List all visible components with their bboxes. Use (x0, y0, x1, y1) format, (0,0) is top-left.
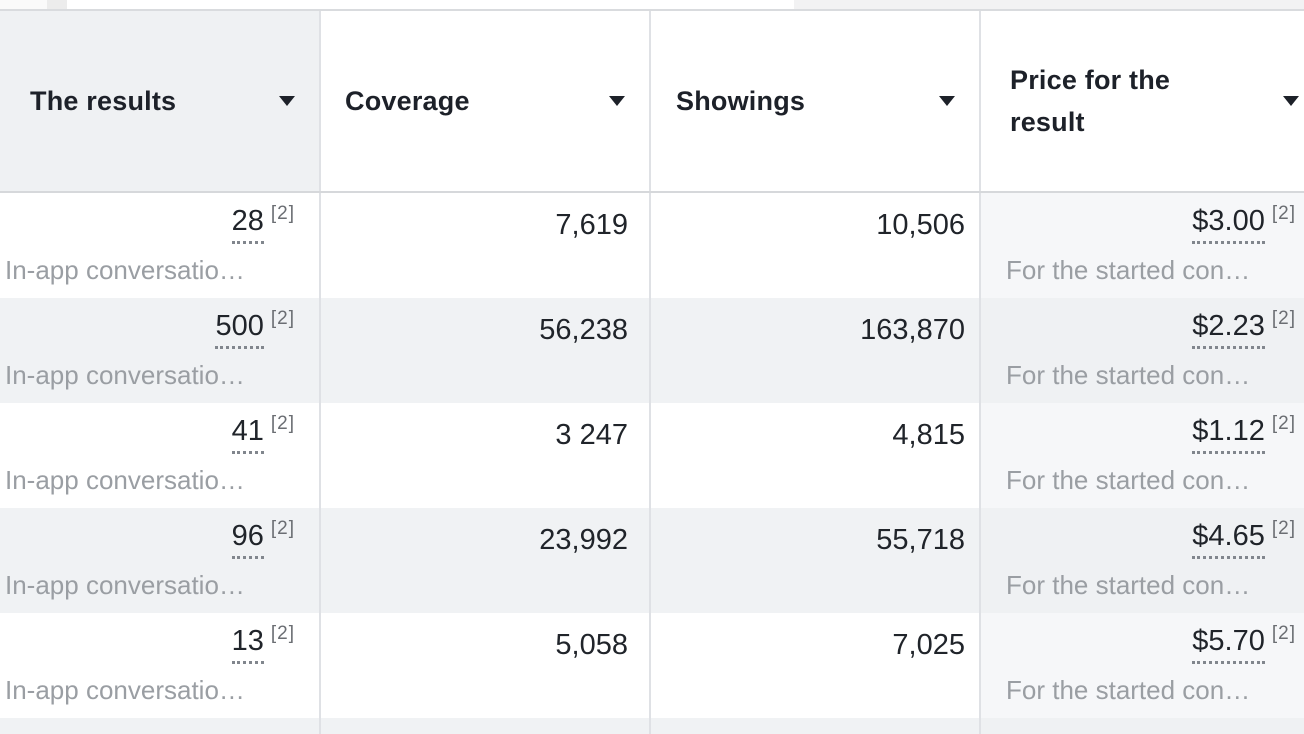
price-cell: $4.65 [2] For the started con… (981, 508, 1304, 613)
results-cell (0, 718, 321, 734)
price-value-tooltip[interactable]: $2.23 (1192, 310, 1265, 349)
showings-cell: 7,025 (651, 613, 981, 718)
showings-cell: 55,718 (651, 508, 981, 613)
results-cell: 96 [2] In-app conversatio… (0, 508, 321, 613)
showings-cell: 4,815 (651, 403, 981, 508)
divider (0, 9, 1304, 11)
price-value-tooltip[interactable]: $3.00 (1192, 205, 1265, 244)
clipped-toolbar (0, 0, 1304, 9)
showings-value: 55,718 (876, 524, 965, 556)
coverage-cell: 23,992 (321, 508, 651, 613)
price-type-label: For the started con… (1006, 570, 1251, 600)
price-value-tooltip[interactable]: $5.70 (1192, 625, 1265, 664)
coverage-value: 5,058 (555, 629, 628, 661)
price-cell: $1.12 [2] For the started con… (981, 403, 1304, 508)
footnote-marker: [2] (1271, 413, 1296, 434)
divider (0, 191, 1304, 193)
coverage-cell: 5,058 (321, 613, 651, 718)
results-cell: 13 [2] In-app conversatio… (0, 613, 321, 718)
coverage-cell (321, 718, 651, 734)
column-header-coverage[interactable]: Coverage (321, 11, 651, 191)
showings-value: 7,025 (892, 629, 965, 661)
footnote-marker: [2] (270, 203, 295, 224)
clipped-toolbar-segment (794, 0, 1304, 9)
showings-value: 4,815 (892, 419, 965, 451)
result-value-tooltip[interactable]: 13 (231, 625, 264, 664)
price-cell: $5.70 [2] For the started con… (981, 613, 1304, 718)
price-type-label: For the started con… (1006, 675, 1251, 705)
chevron-down-icon[interactable] (939, 96, 955, 106)
results-cell: 500 [2] In-app conversatio… (0, 298, 321, 403)
column-header-label: Showings (676, 86, 806, 116)
coverage-value: 7,619 (555, 209, 628, 241)
footnote-marker: [2] (1271, 518, 1296, 539)
table-row: 500 [2] In-app conversatio… 56,238 163,87… (0, 298, 1304, 403)
chevron-down-icon[interactable] (279, 96, 295, 106)
column-header-label: The results (30, 86, 177, 116)
table-row: 96 [2] In-app conversatio… 23,992 55,718 … (0, 508, 1304, 613)
coverage-cell: 56,238 (321, 298, 651, 403)
showings-value: 10,506 (876, 209, 965, 241)
chevron-down-icon[interactable] (1283, 96, 1299, 106)
price-cell: $3.00 [2] For the started con… (981, 193, 1304, 298)
table-row: 28 [2] In-app conversatio… 7,619 10,506 $… (0, 193, 1304, 298)
result-type-label: In-app conversatio… (5, 360, 245, 390)
price-type-label: For the started con… (1006, 360, 1251, 390)
column-header-label: Coverage (345, 86, 470, 116)
result-type-label: In-app conversatio… (5, 675, 245, 705)
showings-value: 163,870 (860, 314, 965, 346)
result-value-tooltip[interactable]: 500 (215, 310, 264, 349)
chevron-down-icon[interactable] (609, 96, 625, 106)
table-row: 41 [2] In-app conversatio… 3 247 4,815 $1… (0, 403, 1304, 508)
price-value-tooltip[interactable]: $1.12 (1192, 415, 1265, 454)
coverage-cell: 7,619 (321, 193, 651, 298)
footnote-marker: [2] (1271, 623, 1296, 644)
price-type-label: For the started con… (1006, 255, 1251, 285)
results-cell: 41 [2] In-app conversatio… (0, 403, 321, 508)
price-cell (981, 718, 1304, 734)
price-value-tooltip[interactable]: $4.65 (1192, 520, 1265, 559)
results-cell: 28 [2] In-app conversatio… (0, 193, 321, 298)
result-type-label: In-app conversatio… (5, 255, 245, 285)
coverage-value: 23,992 (539, 524, 628, 556)
footnote-marker: [2] (270, 308, 295, 329)
column-header-label: Price for the result (1010, 65, 1171, 137)
coverage-value: 3 247 (555, 419, 628, 451)
price-cell: $2.23 [2] For the started con… (981, 298, 1304, 403)
result-type-label: In-app conversatio… (5, 570, 245, 600)
showings-cell: 10,506 (651, 193, 981, 298)
footnote-marker: [2] (270, 518, 295, 539)
footnote-marker: [2] (270, 623, 295, 644)
column-header-showings[interactable]: Showings (651, 11, 981, 191)
result-value-tooltip[interactable]: 96 (231, 520, 264, 559)
footnote-marker: [2] (1271, 203, 1296, 224)
price-type-label: For the started con… (1006, 465, 1251, 495)
coverage-cell: 3 247 (321, 403, 651, 508)
showings-cell: 163,870 (651, 298, 981, 403)
clipped-toolbar-segment (47, 0, 67, 9)
table-row-clipped (0, 718, 1304, 734)
footnote-marker: [2] (270, 413, 295, 434)
result-value-tooltip[interactable]: 28 (231, 205, 264, 244)
footnote-marker: [2] (1271, 308, 1296, 329)
table-header-row: The results Coverage Showings Price for … (0, 11, 1304, 191)
column-header-price[interactable]: Price for the result (981, 11, 1304, 191)
result-value-tooltip[interactable]: 41 (231, 415, 264, 454)
table-row: 13 [2] In-app conversatio… 5,058 7,025 $5… (0, 613, 1304, 718)
result-type-label: In-app conversatio… (5, 465, 245, 495)
column-header-results[interactable]: The results (0, 11, 321, 191)
coverage-value: 56,238 (539, 314, 628, 346)
showings-cell (651, 718, 981, 734)
clipped-toolbar-segment (0, 0, 47, 9)
